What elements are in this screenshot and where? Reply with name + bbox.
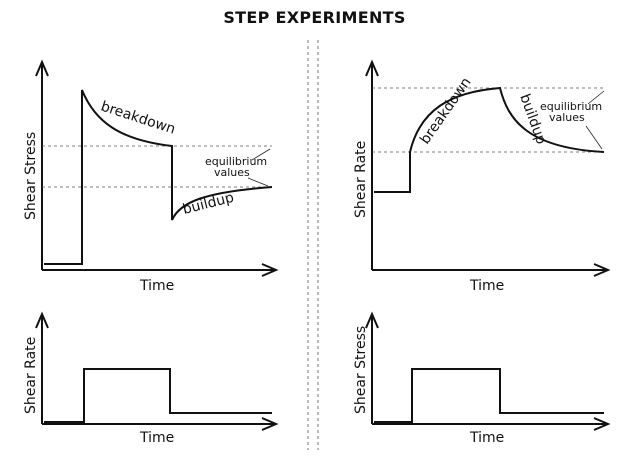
y-axis-arrowhead (35, 311, 49, 329)
panel-top-left: breakdown buildup equilibrium values She… (23, 59, 279, 294)
x-axis-arrowhead (261, 263, 279, 277)
x-axis-label: Time (139, 430, 174, 446)
y-axis-arrowhead (365, 59, 379, 77)
y-axis-label: Shear Stress (353, 326, 369, 414)
x-axis-arrowhead (261, 417, 279, 431)
breakdown-label: breakdown (417, 75, 475, 148)
x-axis-label: Time (469, 278, 504, 294)
y-axis-label: Shear Rate (23, 337, 39, 414)
shear-rate-response-curve (374, 86, 605, 193)
x-axis-label: Time (139, 278, 174, 294)
equilibrium-label-line2: values (214, 166, 250, 179)
y-axis-arrowhead (365, 311, 379, 329)
equilibrium-pointer-down (585, 125, 603, 150)
equilibrium-pointer-up (251, 148, 271, 161)
shear-stress-step-input (374, 368, 604, 423)
figure-title: STEP EXPERIMENTS (223, 8, 406, 27)
breakdown-label: breakdown (99, 99, 178, 138)
x-axis-arrowhead (593, 263, 611, 277)
equilibrium-label-line2: values (549, 111, 585, 124)
x-axis-arrowhead (593, 417, 611, 431)
x-axis-label: Time (469, 430, 504, 446)
panel-bottom-right: Shear Stress Time (353, 311, 611, 446)
shear-stress-response-curve (44, 89, 273, 265)
panel-bottom-left: Shear Rate Time (23, 311, 279, 446)
equilibrium-pointer-up (587, 90, 605, 105)
y-axis-label: Shear Stress (23, 132, 39, 220)
y-axis-arrowhead (35, 59, 49, 77)
panel-top-right: breakdown buildup equilibrium values She… (353, 59, 611, 294)
equilibrium-pointer-down (247, 177, 269, 187)
equilibrium-label-line1: equilibrium (205, 155, 267, 168)
shear-rate-step-input (44, 368, 272, 423)
equilibrium-label-line1: equilibrium (540, 100, 602, 113)
buildup-label: buildup (181, 190, 236, 218)
y-axis-label: Shear Rate (353, 141, 369, 218)
